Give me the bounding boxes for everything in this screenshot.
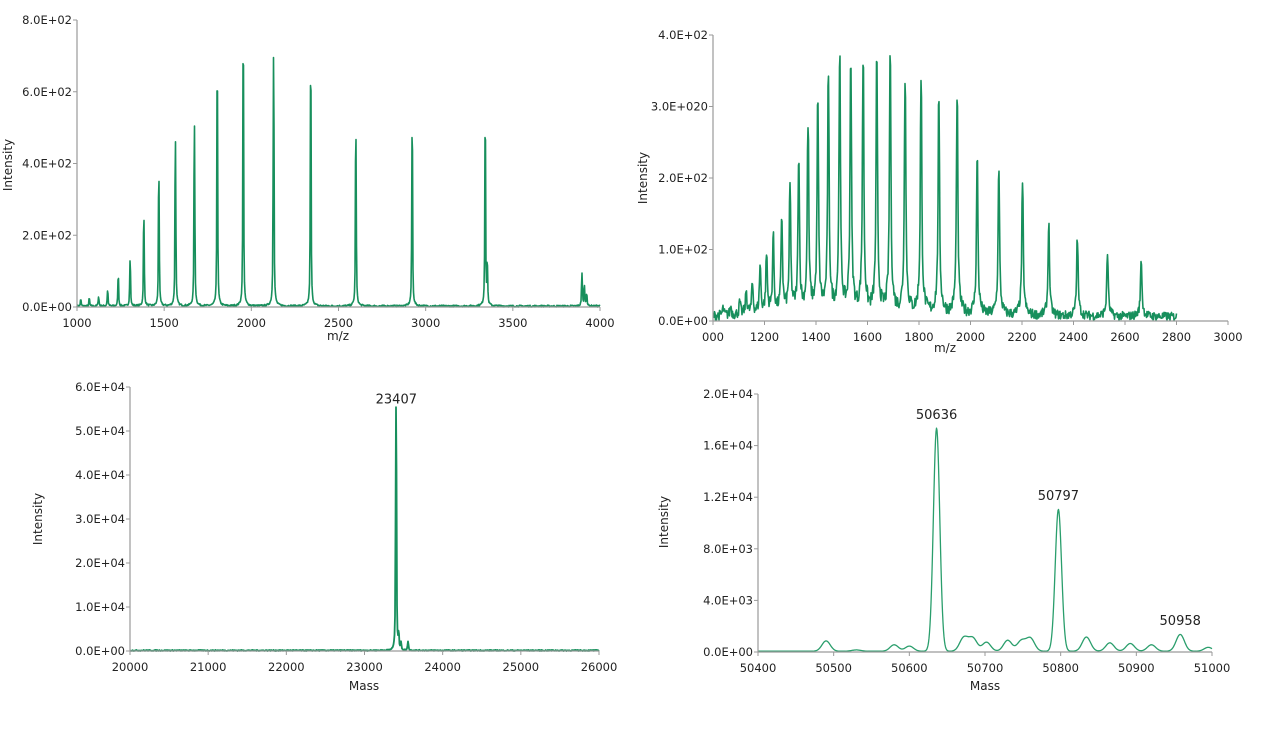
x-tick-label: 50400 [740,661,777,675]
y-tick-label: 6.0E+04 [75,380,125,394]
y-tick-label: 3.0E+04 [75,512,125,526]
x-tick-label: 1800 [904,330,933,344]
x-axis-title: m/z [327,329,349,343]
y-axis-title: Intensity [31,493,45,545]
x-tick-label: 25000 [503,660,540,674]
y-tick-label: 1.2E+04 [703,490,753,504]
y-tick-label: 8.0E+03 [703,542,753,556]
x-tick-label: 26000 [581,660,618,674]
x-tick-label: 2500 [324,316,353,330]
y-tick-label: 0.0E+00 [703,645,753,659]
peak-label: 50636 [916,408,957,423]
x-tick-label: 51000 [1194,661,1231,675]
x-tick-label: 2400 [1059,330,1088,344]
x-tick-label: 3000 [411,316,440,330]
x-tick-label: 1000 [62,316,91,330]
spectrum-trace [757,427,1213,652]
y-tick-label: 8.0E+02 [22,13,72,27]
spectrum-panel-1: 0.0E+00 2.0E+02 4.0E+02 6.0E+02 8.0E+02 1000 1… [1,13,615,343]
x-tick-label: 1600 [853,330,882,344]
y-tick-label: 4.0E+02 [22,157,72,171]
spectrum-trace [712,55,1178,322]
x-tick-label: 50500 [815,661,852,675]
y-tick-label: 0.0E+00 [75,644,125,658]
x-axis-title: Mass [349,679,379,693]
spectrum-trace [129,406,600,652]
x-tick-label: 2000 [956,330,985,344]
y-tick-label: 6.0E+02 [22,85,72,99]
x-tick-label: 21000 [190,660,227,674]
y-axis-title: Intensity [1,139,15,191]
x-tick-label: 1200 [750,330,779,344]
x-tick-label: 50800 [1042,661,1079,675]
y-tick-label: 1.0E+02 [658,243,708,257]
y-tick-label: 2.0E+04 [703,387,753,401]
x-tick-label: 1500 [150,316,179,330]
x-tick-label: 50900 [1118,661,1155,675]
x-tick-label: 50600 [891,661,928,675]
x-tick-label: 3500 [498,316,527,330]
y-tick-label: 0.0E+00 [658,314,708,328]
y-tick-label: 5.0E+04 [75,424,125,438]
x-tick-label: 24000 [424,660,461,674]
spectrum-trace [76,56,601,308]
y-tick-label: 2.0E+02 [658,171,708,185]
spectrum-panel-3: 0.0E+00 1.0E+04 2.0E+04 3.0E+04 4.0E+04 5.0E+… [31,380,617,693]
y-tick-label: 3.0E+020 [651,100,708,114]
x-tick-label: 3000 [1213,330,1242,344]
x-tick-label: 1400 [801,330,830,344]
y-axis-title: Intensity [636,152,650,204]
spectrum-panel-4: 0.0E+00 4.0E+03 8.0E+03 1.2E+04 1.6E+04 2.0E+… [657,387,1230,693]
y-tick-label: 2.0E+02 [22,228,72,242]
x-tick-label: 000 [702,330,724,344]
x-tick-label: 2800 [1162,330,1191,344]
x-tick-label: 50700 [967,661,1004,675]
y-tick-label: 1.6E+04 [703,439,753,453]
x-tick-label: 20000 [112,660,149,674]
x-tick-label: 2000 [237,316,266,330]
y-tick-label: 2.0E+04 [75,556,125,570]
y-tick-label: 4.0E+02 [658,28,708,42]
y-tick-label: 4.0E+03 [703,593,753,607]
x-tick-label: 4000 [585,316,614,330]
x-tick-label: 23000 [346,660,383,674]
x-axis-title: m/z [934,341,956,355]
y-tick-label: 4.0E+04 [75,468,125,482]
y-axis-title: Intensity [657,496,671,548]
peak-label: 23407 [376,392,417,407]
x-tick-label: 2600 [1110,330,1139,344]
peak-label: 50797 [1038,489,1079,504]
spectrum-panel-2: 0.0E+00 1.0E+02 2.0E+02 3.0E+020 4.0E+02 000 1… [636,28,1243,355]
x-axis-title: Mass [970,679,1000,693]
x-tick-label: 2200 [1007,330,1036,344]
y-tick-label: 1.0E+04 [75,600,125,614]
y-tick-label: 0.0E+00 [22,300,72,314]
peak-label: 50958 [1160,614,1201,629]
x-tick-label: 22000 [268,660,305,674]
